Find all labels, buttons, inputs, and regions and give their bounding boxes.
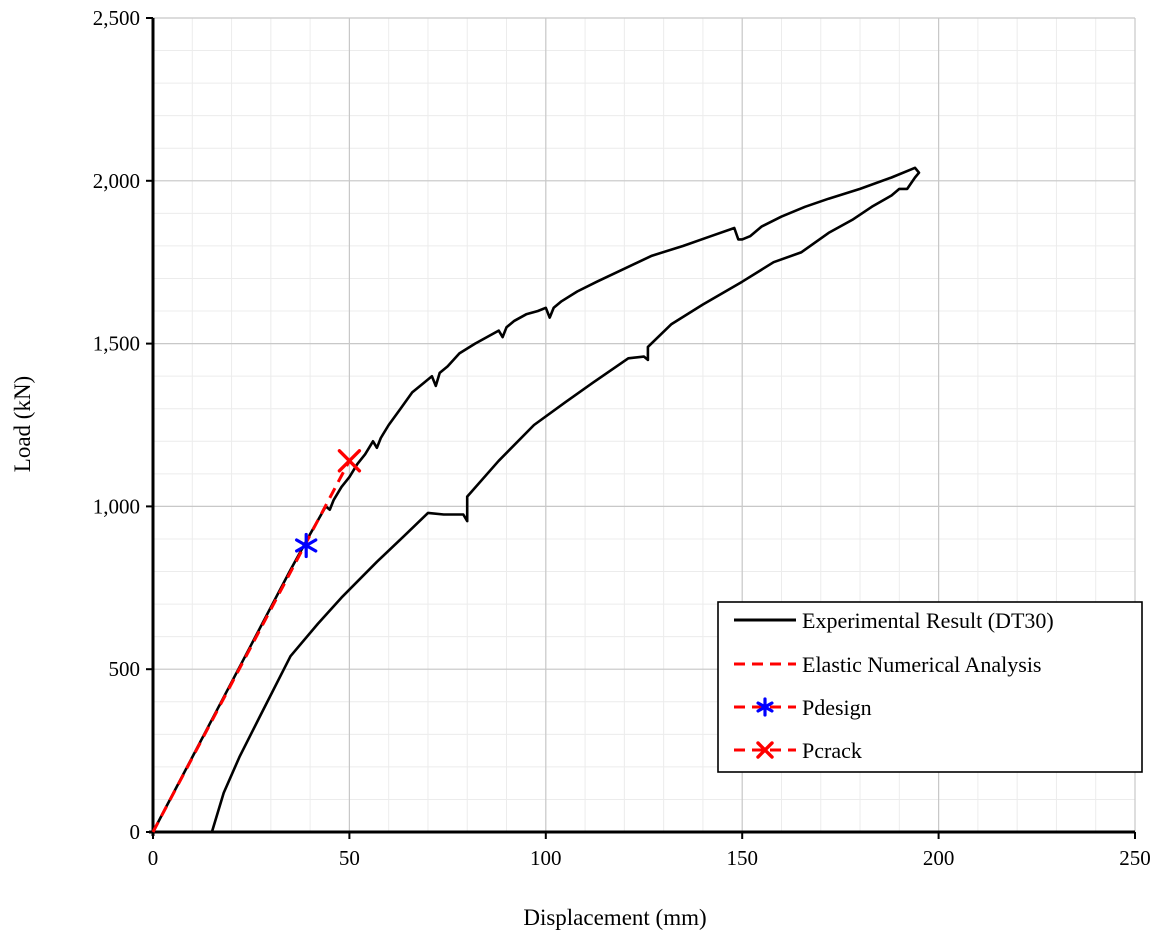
x-tick-label: 100 <box>530 846 562 870</box>
plot-area <box>151 166 921 833</box>
x-tick-label: 50 <box>339 846 360 870</box>
pdesign-marker <box>756 697 774 717</box>
pcrack-marker <box>756 741 774 759</box>
x-tick-label: 200 <box>923 846 955 870</box>
y-tick-label: 1,000 <box>93 494 140 518</box>
y-tick-label: 500 <box>109 657 141 681</box>
x-tick-label: 250 <box>1119 846 1151 870</box>
asterisk-stroke <box>295 538 318 553</box>
pcrack-marker <box>337 449 362 473</box>
y-tick-label: 0 <box>130 820 141 844</box>
x-stroke <box>756 741 774 759</box>
asterisk-stroke <box>756 701 774 713</box>
legend-label: Elastic Numerical Analysis <box>802 652 1042 677</box>
y-tick-label: 2,500 <box>93 6 140 30</box>
legend-box <box>717 601 1143 773</box>
x-tick-label: 0 <box>148 846 159 870</box>
experimental-result-line <box>151 166 921 833</box>
legend-label: Pcrack <box>802 738 862 763</box>
tick-labels: 0 50 100 150 200 250 0 500 1,000 1,500 2,000 2,500 <box>93 6 1151 870</box>
x-tick-label: 150 <box>726 846 758 870</box>
y-tick-label: 1,500 <box>93 332 140 356</box>
legend: Experimental Result (DT30) Elastic Numeri… <box>717 601 1143 773</box>
x-stroke <box>337 449 362 473</box>
legend-label: Pdesign <box>802 695 872 720</box>
y-tick-label: 2,000 <box>93 169 140 193</box>
x-axis-title: Displacement (mm) <box>523 905 706 930</box>
pdesign-marker <box>295 532 318 559</box>
legend-label: Experimental Result (DT30) <box>802 608 1054 633</box>
axes <box>146 17 1136 839</box>
elastic-analysis-line <box>151 460 351 833</box>
y-axis-title: Load (kN) <box>10 376 35 472</box>
